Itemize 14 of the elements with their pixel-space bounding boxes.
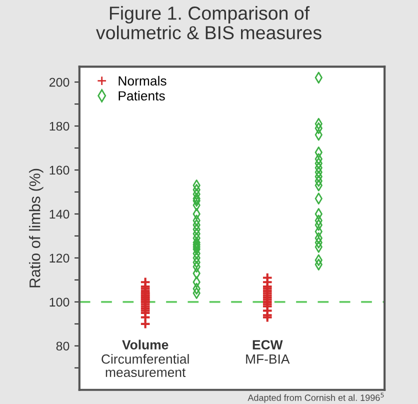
chart-title: Figure 1. Comparison of volumetric & BIS measures (96, 6, 322, 40)
x-tick-label: Volume Circumferential measurement (102, 340, 189, 378)
x-tick-label: ECW MF-BIA (246, 340, 290, 364)
y-tick-label: 200 (49, 78, 70, 87)
y-tick-label: 140 (50, 210, 70, 219)
legend-label: Normals (118, 76, 166, 86)
legend-label: Patients (118, 90, 165, 101)
y-tick-label: 160 (50, 166, 70, 175)
y-tick-label: 100 (50, 298, 70, 307)
text: Adapted from Cornish et al. 1996$^{5}$ (248, 392, 384, 403)
y-tick-label: 80 (56, 342, 70, 351)
y-tick-label: 120 (50, 254, 70, 263)
y-axis-title: Ratio of limbs (%) (29, 168, 44, 288)
y-tick-label: 180 (50, 122, 70, 131)
